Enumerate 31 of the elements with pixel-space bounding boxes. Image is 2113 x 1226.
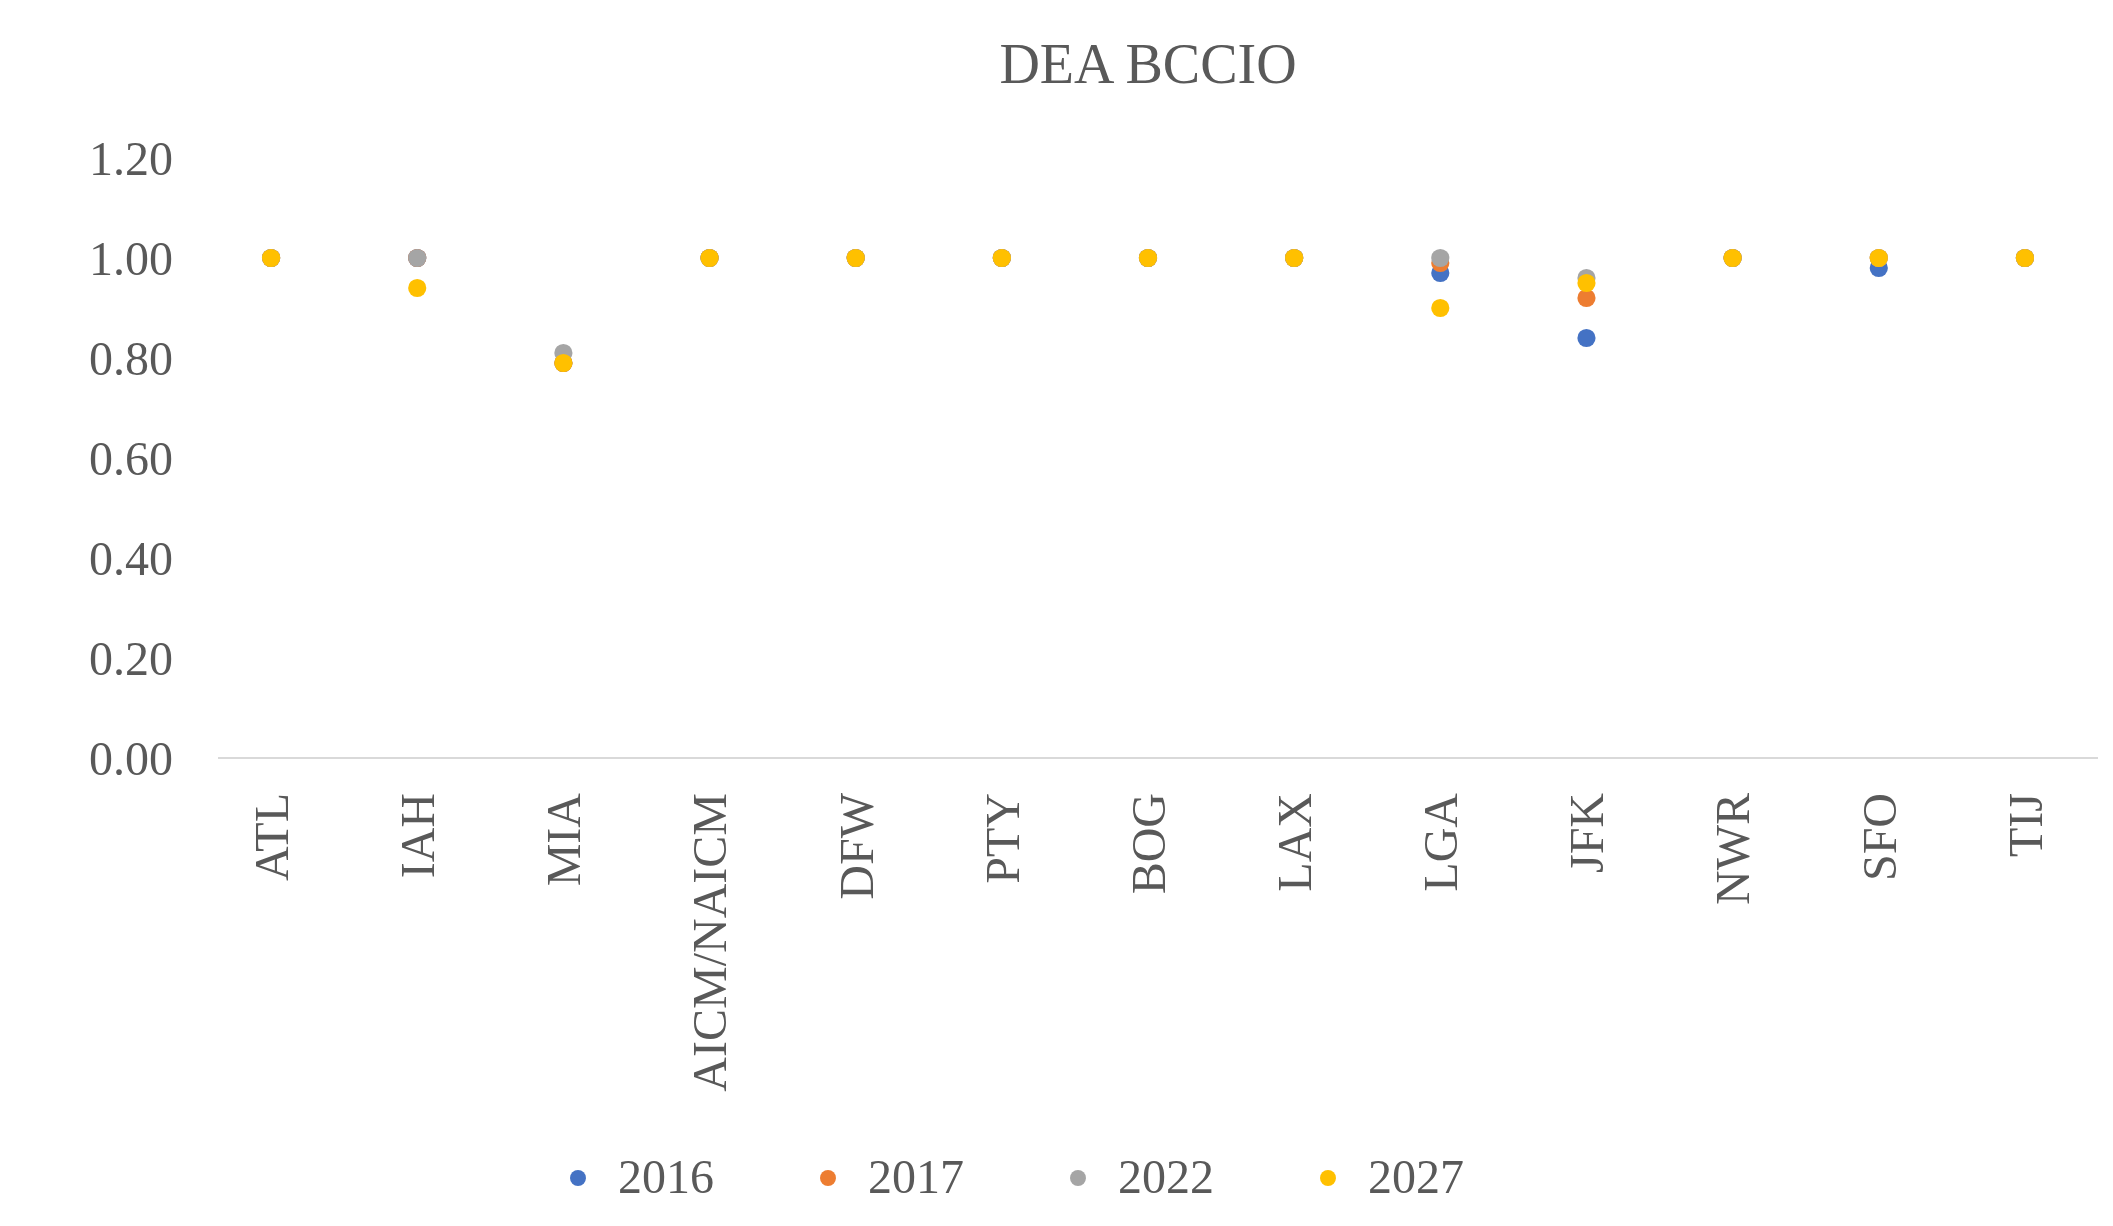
chart-title: DEA BCCIO — [999, 33, 1297, 95]
x-tick-label: LAX — [1267, 793, 1321, 892]
legend-label: 2017 — [868, 1150, 964, 1203]
point — [1431, 248, 1450, 268]
point — [1577, 288, 1596, 308]
x-tick-label: PTY — [975, 793, 1029, 884]
x-tick-label: IAH — [391, 793, 445, 879]
legend-label: 2022 — [1118, 1150, 1214, 1203]
y-tick-label: 1.20 — [89, 131, 173, 185]
point — [408, 278, 427, 298]
x-tick-label: DFW — [829, 792, 883, 900]
x-tick-label: ATL — [244, 793, 298, 881]
point — [1577, 273, 1596, 293]
point — [1577, 328, 1596, 348]
y-tick-label: 0.80 — [89, 331, 173, 385]
x-tick-label: AICM/NAICM — [683, 793, 737, 1092]
y-tick-label: 1.00 — [89, 231, 173, 285]
y-tick-label: 0.60 — [89, 431, 173, 485]
x-tick-label: LGA — [1414, 792, 1468, 892]
x-tick-label: TIJ — [1998, 793, 2052, 857]
y-tick-label: 0.40 — [89, 531, 173, 585]
y-tick-label: 0.00 — [89, 731, 173, 785]
point — [1431, 298, 1450, 318]
y-tick-label: 0.20 — [89, 631, 173, 685]
x-tick-label: JFK — [1560, 792, 1614, 874]
x-tick-label: NWR — [1706, 793, 1760, 905]
x-tick-label: SFO — [1852, 793, 1906, 882]
x-tick-label: MIA — [537, 792, 591, 887]
legend-label: 2016 — [618, 1150, 714, 1203]
x-tick-label: BOG — [1121, 793, 1175, 895]
legend-label: 2027 — [1368, 1150, 1464, 1203]
